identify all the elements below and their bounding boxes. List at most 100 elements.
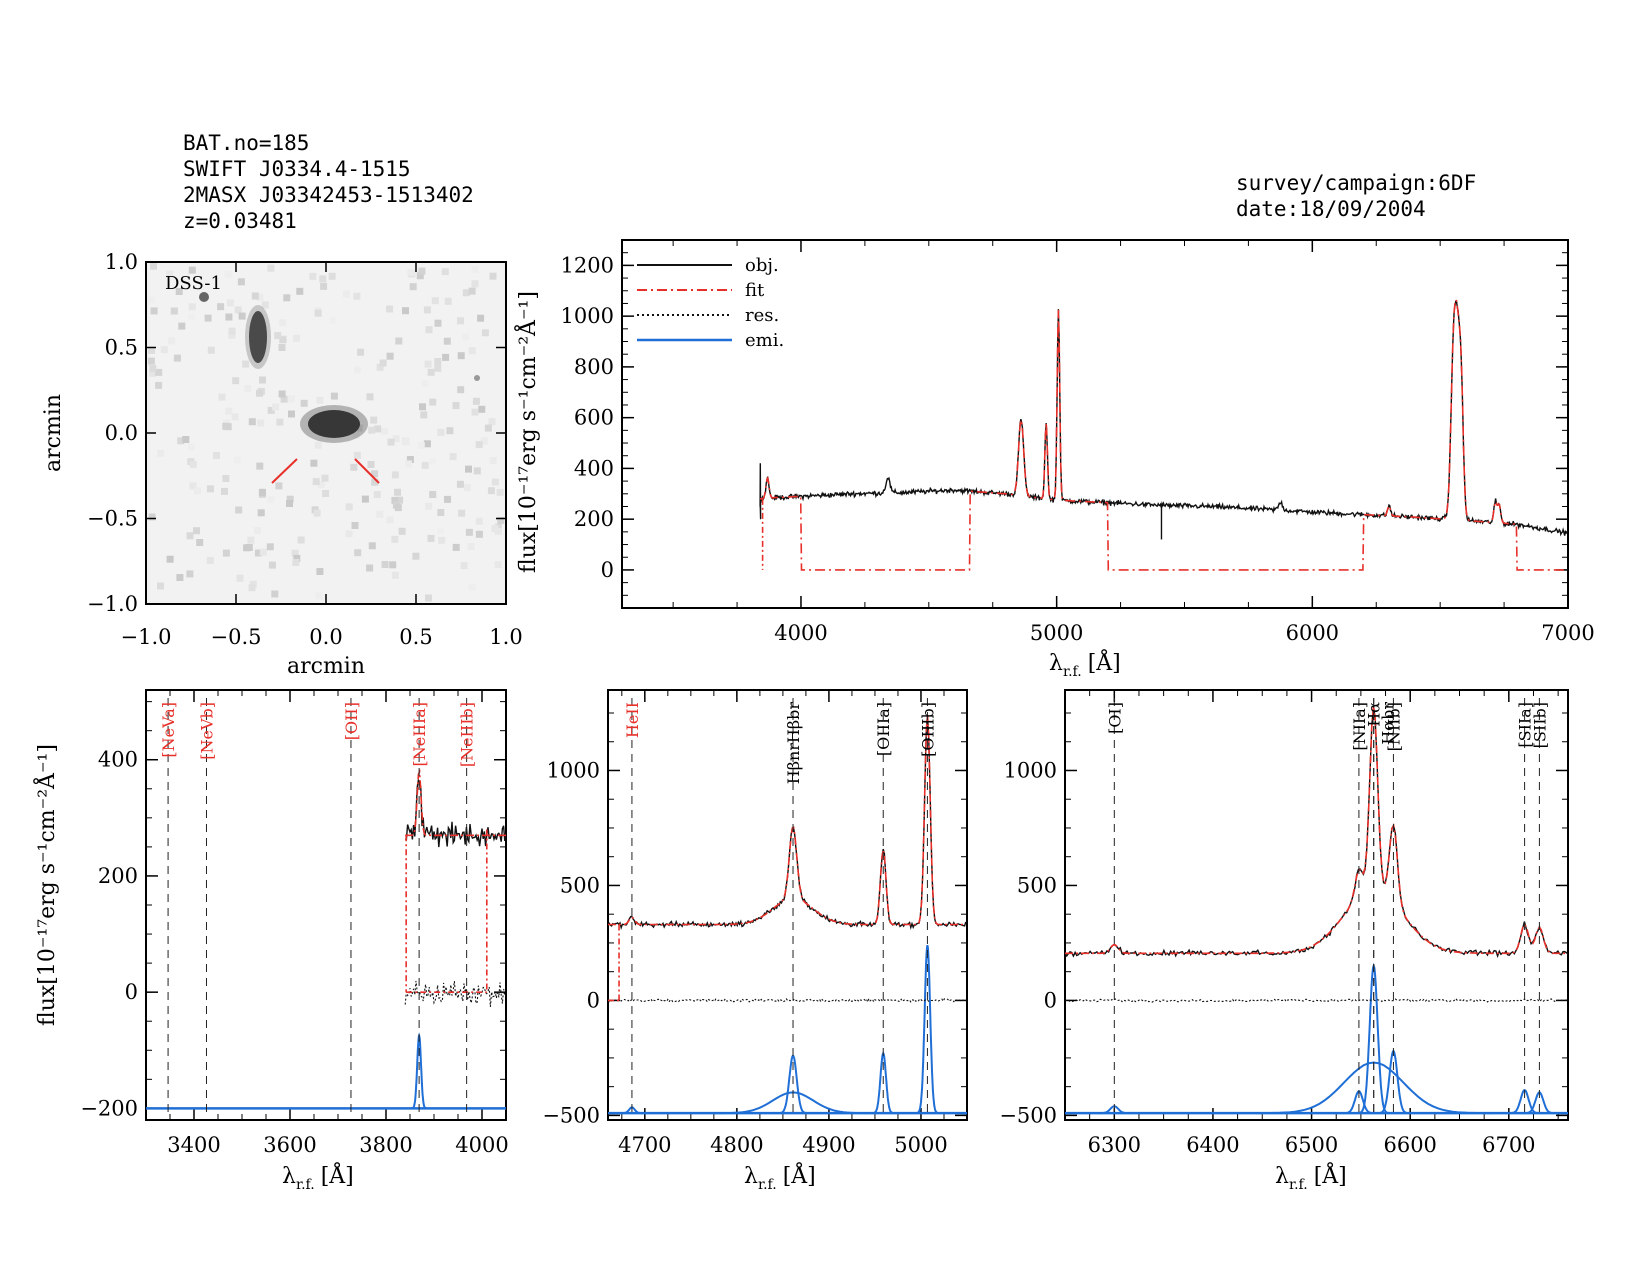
lambda-unit: [Å] xyxy=(321,1161,354,1189)
noise-pixel xyxy=(423,306,431,314)
noise-pixel xyxy=(149,369,157,377)
noise-pixel xyxy=(155,368,163,376)
noise-pixel xyxy=(222,475,230,482)
noise-pixel xyxy=(267,406,275,414)
noise-pixel xyxy=(312,478,320,486)
lambda-unit: [Å] xyxy=(1088,648,1121,676)
dss-y-tick-label: 0.0 xyxy=(105,421,138,445)
full-spectrum-y-tick-label: 1200 xyxy=(561,253,614,277)
noise-pixel xyxy=(456,480,464,488)
noise-pixel xyxy=(473,467,481,475)
noise-pixel xyxy=(394,488,401,496)
noise-pixel xyxy=(188,303,196,311)
noise-pixel xyxy=(232,377,240,385)
hbeta-zoom-line-label: HeII xyxy=(623,702,642,738)
noise-pixel xyxy=(293,554,301,562)
noise-pixel xyxy=(392,435,400,443)
noise-pixel xyxy=(258,488,266,496)
noise-pixel xyxy=(278,344,286,351)
noise-pixel xyxy=(428,457,436,465)
noise-pixel xyxy=(396,496,404,504)
noise-pixel xyxy=(444,297,452,305)
noise-pixel xyxy=(423,440,431,448)
noise-pixel xyxy=(431,297,439,305)
noise-pixel xyxy=(317,481,325,488)
noise-pixel xyxy=(320,282,328,290)
survey-label: survey/campaign:6DF xyxy=(1236,171,1477,195)
halpha-zoom-line-label: [SIIa] xyxy=(1516,702,1535,748)
noise-pixel xyxy=(150,307,158,315)
noise-pixel xyxy=(268,561,276,569)
noise-pixel xyxy=(193,487,201,495)
noise-pixel xyxy=(386,352,394,360)
noise-pixel xyxy=(352,431,360,439)
noise-pixel xyxy=(330,392,338,400)
noise-pixel xyxy=(429,398,437,406)
halpha-zoom-y-tick-label: 0 xyxy=(1044,988,1057,1012)
noise-pixel xyxy=(148,513,156,521)
lambda-subscript: r.f. xyxy=(1289,1177,1308,1193)
full-spectrum-y-tick-label: 600 xyxy=(574,406,614,430)
noise-pixel xyxy=(416,272,424,280)
noise-pixel xyxy=(452,402,460,409)
noise-pixel xyxy=(402,307,409,315)
hbeta-zoom-y-tick-label: 1000 xyxy=(547,758,600,782)
hbeta-zoom-residual-line xyxy=(607,997,967,1004)
lambda-symbol: λ xyxy=(744,1164,758,1189)
target-marker-right xyxy=(354,458,380,484)
full-spectrum-x-tick-label: 4000 xyxy=(774,621,827,645)
noise-pixel xyxy=(189,482,197,490)
full-spectrum-y-tick-label: 200 xyxy=(574,507,614,531)
noise-pixel xyxy=(496,488,504,496)
hbeta-zoom-line-label: [OIIIb] xyxy=(918,702,937,757)
noise-pixel xyxy=(225,313,233,321)
neon-x-axis-label: λr.f. [Å] xyxy=(282,1161,354,1193)
faint-source xyxy=(199,292,209,302)
hbeta-zoom-y-tick-label: −500 xyxy=(542,1103,600,1127)
neon-zoom-line-label: [OII] xyxy=(342,702,361,740)
header-line-3: 2MASX J03342453-1513402 xyxy=(183,183,474,207)
noise-pixel xyxy=(228,327,236,335)
noise-pixel xyxy=(259,376,266,384)
noise-pixel xyxy=(391,496,399,504)
noise-pixel xyxy=(274,332,282,340)
noise-pixel xyxy=(484,424,492,432)
noise-pixel xyxy=(345,503,353,511)
noise-pixel xyxy=(391,571,399,579)
noise-pixel xyxy=(226,299,234,307)
lambda-symbol: λ xyxy=(1275,1164,1289,1189)
noise-pixel xyxy=(343,290,350,298)
noise-pixel xyxy=(155,381,163,389)
noise-pixel xyxy=(475,517,483,525)
noise-pixel xyxy=(322,490,330,497)
noise-pixel xyxy=(489,457,497,464)
noise-pixel xyxy=(471,266,479,273)
noise-pixel xyxy=(251,292,259,300)
noise-pixel xyxy=(481,329,489,337)
lambda-subscript: r.f. xyxy=(296,1177,315,1193)
noise-pixel xyxy=(279,319,287,327)
noise-pixel xyxy=(353,451,361,459)
noise-pixel xyxy=(300,399,308,407)
noise-pixel xyxy=(370,416,378,424)
noise-pixel xyxy=(196,539,204,546)
halpha-zoom-y-tick-label: 500 xyxy=(1017,873,1057,897)
noise-pixel xyxy=(148,346,155,354)
noise-pixel xyxy=(376,363,384,371)
noise-pixel xyxy=(418,267,426,275)
noise-pixel xyxy=(257,419,265,427)
noise-pixel xyxy=(204,314,212,322)
noise-pixel xyxy=(283,294,291,302)
noise-pixel xyxy=(368,542,376,550)
noise-pixel xyxy=(449,453,457,461)
noise-pixel xyxy=(228,331,236,339)
halpha-zoom-y-tick-label: 1000 xyxy=(1004,758,1057,782)
noise-pixel xyxy=(491,525,499,533)
noise-pixel xyxy=(286,495,294,503)
full-spectrum-y-axis-label: flux[10⁻¹⁷erg s⁻¹cm⁻²Å⁻¹] xyxy=(513,291,541,573)
noise-pixel xyxy=(437,428,445,436)
noise-pixel xyxy=(380,427,388,435)
noise-pixel xyxy=(233,456,241,464)
noise-pixel xyxy=(386,305,394,313)
